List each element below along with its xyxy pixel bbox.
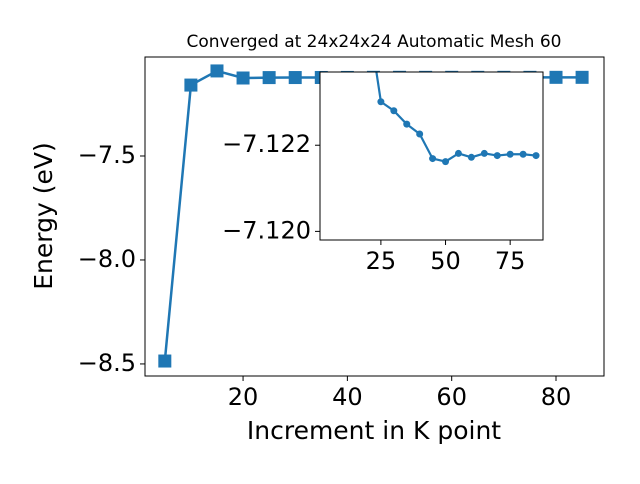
x-tick-label: 50 (430, 247, 461, 275)
series (364, 13, 540, 166)
marker (158, 354, 172, 368)
marker (493, 152, 501, 160)
marker (442, 158, 450, 166)
marker (288, 71, 302, 85)
chart-title: Converged at 24x24x24 Automatic Mesh 60 (187, 32, 562, 52)
axes-frame (319, 71, 544, 241)
y-tick-label: −7.122 (222, 130, 311, 158)
x-axis-label: Increment in K point (247, 416, 501, 445)
y-tick-label: −7.120 (222, 216, 311, 244)
marker (506, 150, 514, 158)
marker (416, 130, 424, 138)
marker (262, 71, 276, 85)
marker (429, 155, 437, 163)
axes-frame (144, 56, 605, 377)
marker (549, 70, 563, 84)
marker (575, 70, 589, 84)
marker (403, 120, 411, 128)
marker (184, 78, 198, 92)
y-tick-label: −8.0 (78, 245, 136, 273)
marker (364, 13, 371, 20)
x-tick-label: 60 (436, 383, 467, 411)
marker (480, 149, 488, 157)
x-tick-label: 20 (228, 383, 259, 411)
marker (377, 98, 385, 106)
marker (210, 64, 224, 78)
marker (390, 107, 398, 115)
marker (454, 149, 462, 157)
marker (236, 71, 250, 85)
x-tick-label: 75 (495, 247, 526, 275)
marker (519, 150, 527, 158)
x-tick-label: 40 (332, 383, 363, 411)
y-axis-label: Energy (eV) (29, 142, 58, 289)
x-tick-label: 80 (541, 383, 572, 411)
y-tick-label: −7.5 (78, 141, 136, 169)
marker (467, 153, 475, 161)
y-tick-label: −8.5 (78, 349, 136, 377)
x-tick-label: 25 (366, 247, 397, 275)
marker (532, 152, 540, 160)
